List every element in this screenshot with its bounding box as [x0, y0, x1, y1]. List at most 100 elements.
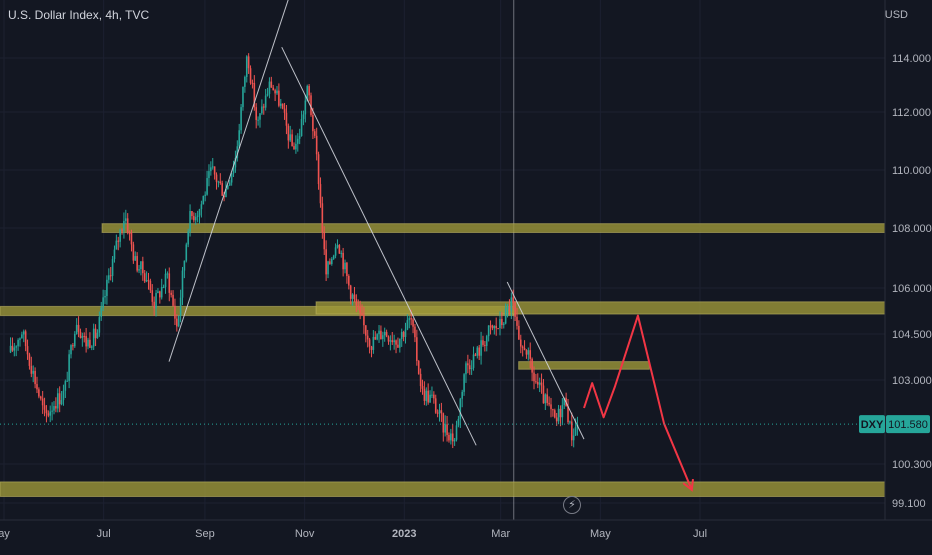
candle-body [448, 434, 450, 441]
candle-body [365, 325, 367, 336]
candle-body [193, 216, 195, 221]
candle-body [111, 259, 114, 276]
last-price-label: 101.580 [888, 419, 928, 431]
candle-body [529, 350, 532, 359]
candle-body [512, 297, 515, 303]
candle-body [157, 291, 159, 293]
candle-body [109, 275, 112, 277]
candle-body [227, 185, 229, 189]
candle-body [189, 211, 191, 232]
candle-body [123, 220, 125, 231]
candle-body [259, 113, 261, 120]
candle-body [431, 394, 433, 396]
candle-body [153, 301, 155, 309]
candle-body [330, 258, 333, 265]
price-tick-label: 99.100 [892, 498, 926, 510]
candle-body [414, 326, 416, 338]
candle-body [366, 335, 369, 340]
candle-body [436, 412, 439, 414]
candle-body [569, 421, 571, 423]
candle-body [151, 290, 154, 302]
candle-body [412, 319, 414, 327]
candle-body [349, 285, 352, 299]
candle-body [465, 363, 467, 375]
candle-body [470, 367, 473, 370]
candle-body [499, 318, 501, 329]
candle-body [26, 346, 29, 355]
candle-body [272, 87, 275, 91]
candle-body [399, 338, 401, 348]
candle-body [453, 439, 456, 442]
candle-body [98, 317, 101, 333]
price-tick-label: 106.000 [892, 283, 932, 295]
candle-body [115, 240, 118, 250]
candle-body [58, 393, 61, 405]
candle-body [533, 372, 535, 382]
candle-body [372, 336, 375, 350]
candle-body [313, 131, 316, 136]
time-axis: ay Jul Sep Nov 2023 Mar May Jul [0, 519, 932, 540]
candle-body [315, 135, 318, 155]
candle-body [408, 318, 411, 321]
candle-body [506, 306, 509, 309]
candle-body [300, 119, 303, 137]
candle-body [39, 396, 42, 399]
candle-body [450, 433, 452, 441]
candle-body [64, 381, 67, 391]
candle-body [142, 261, 144, 274]
candle-body [34, 370, 36, 385]
support-resistance-zones [0, 223, 886, 497]
candle-body [90, 346, 93, 348]
candle-body [119, 229, 121, 242]
candle-body [327, 261, 329, 275]
candle-body [276, 90, 278, 94]
time-tick-label: Sep [195, 528, 215, 540]
candle-body [196, 215, 199, 217]
candle-body [179, 297, 182, 316]
candle-body [17, 339, 19, 347]
candle-body [555, 417, 558, 422]
candle-body [279, 103, 282, 106]
candle-body [310, 95, 312, 116]
lightning-icon[interactable]: ⚡ [563, 496, 581, 514]
price-tick-label: 114.000 [892, 53, 931, 65]
candle-body [429, 394, 431, 403]
candle-body [194, 216, 197, 221]
candle-body [383, 331, 386, 336]
candle-body [168, 273, 171, 293]
candle-body [548, 402, 550, 405]
candle-body [234, 157, 237, 168]
candle-body [340, 252, 343, 254]
candle-body [387, 336, 390, 342]
candlestick-series [9, 53, 579, 449]
candle-body [380, 330, 382, 340]
candle-body [368, 339, 371, 347]
candle-body [544, 394, 547, 404]
candle-body [281, 103, 284, 109]
candle-body [391, 340, 394, 343]
candle-body [230, 173, 233, 183]
candle-body [457, 418, 460, 426]
candle-body [351, 294, 354, 299]
candle-body [225, 188, 227, 198]
candle-body [159, 291, 161, 298]
time-tick-label: Nov [295, 528, 315, 540]
candle-body [278, 90, 280, 106]
candle-body [11, 345, 14, 351]
candle-body [247, 56, 250, 69]
price-zone [101, 223, 886, 233]
candle-body [393, 340, 395, 343]
candle-body [433, 394, 435, 399]
candle-body [108, 275, 110, 280]
candle-body [438, 410, 441, 414]
candle-body [546, 394, 549, 403]
time-tick-label: Jul [97, 528, 111, 540]
candle-body [177, 315, 180, 327]
candle-body [410, 318, 412, 320]
candle-body [92, 328, 95, 347]
candle-body [421, 386, 424, 389]
candle-body [24, 331, 27, 347]
candle-body [68, 354, 70, 381]
